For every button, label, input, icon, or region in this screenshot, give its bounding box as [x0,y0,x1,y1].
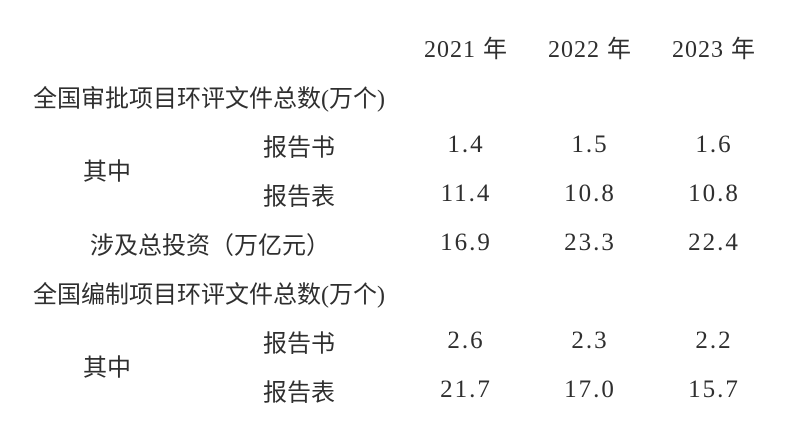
value-cell: 15.7 [688,375,740,403]
table-row: 报告表 11.4 10.8 10.8 [0,169,804,218]
section2-group-label: 其中 [83,355,131,382]
value-cell: 2.6 [447,326,485,354]
value-cell: 11.4 [440,179,492,207]
section-title-row-approved: 全国审批项目环评文件总数(万个) [0,71,804,120]
row-label-report-form-2: 报告表 [263,380,335,406]
value-cell: 2.2 [695,326,733,354]
value-cell: 1.5 [571,130,609,158]
row-label-total-investment: 涉及总投资（万亿元） [90,233,330,259]
value-cell: 22.4 [688,228,740,256]
section2-group: 其中 报告书 2.6 2.3 2.2 报告表 21.7 17.0 15.7 [0,316,804,414]
header-label-spacer [0,22,404,71]
value-cell: 10.8 [564,179,616,207]
value-cell: 1.6 [695,130,733,158]
col-header-2022: 2022 年 [548,37,632,63]
table-row: 报告书 2.6 2.3 2.2 [0,316,804,365]
value-cell: 2.3 [571,326,609,354]
row-label-report-book-1: 报告书 [263,135,335,161]
table-row: 报告表 21.7 17.0 15.7 [0,365,804,414]
table-row: 报告书 1.4 1.5 1.6 [0,120,804,169]
value-cell: 16.9 [440,228,492,256]
value-cell: 1.4 [447,130,485,158]
value-cell: 17.0 [564,375,616,403]
value-cell: 21.7 [440,375,492,403]
value-cell: 23.3 [564,228,616,256]
table-header-row: 2021 年 2022 年 2023 年 [0,22,804,71]
row-label-report-form-1: 报告表 [263,184,335,210]
section-title-compiled-total: 全国编制项目环评文件总数(万个) [33,282,385,308]
section1-group: 其中 报告书 1.4 1.5 1.6 报告表 11.4 10.8 10.8 [0,120,804,218]
table-row-investment: 涉及总投资（万亿元） 16.9 23.3 22.4 [0,218,804,267]
section1-group-label: 其中 [83,159,131,186]
section-title-row-compiled: 全国编制项目环评文件总数(万个) [0,267,804,316]
col-header-2023: 2023 年 [672,37,756,63]
row-label-report-book-2: 报告书 [263,331,335,357]
table-body: 2021 年 2022 年 2023 年 全国审批项目环评文件总数(万个) 其中… [0,22,804,414]
value-cell: 10.8 [688,179,740,207]
col-header-2021: 2021 年 [424,37,508,63]
section-title-approved-total: 全国审批项目环评文件总数(万个) [33,86,385,112]
